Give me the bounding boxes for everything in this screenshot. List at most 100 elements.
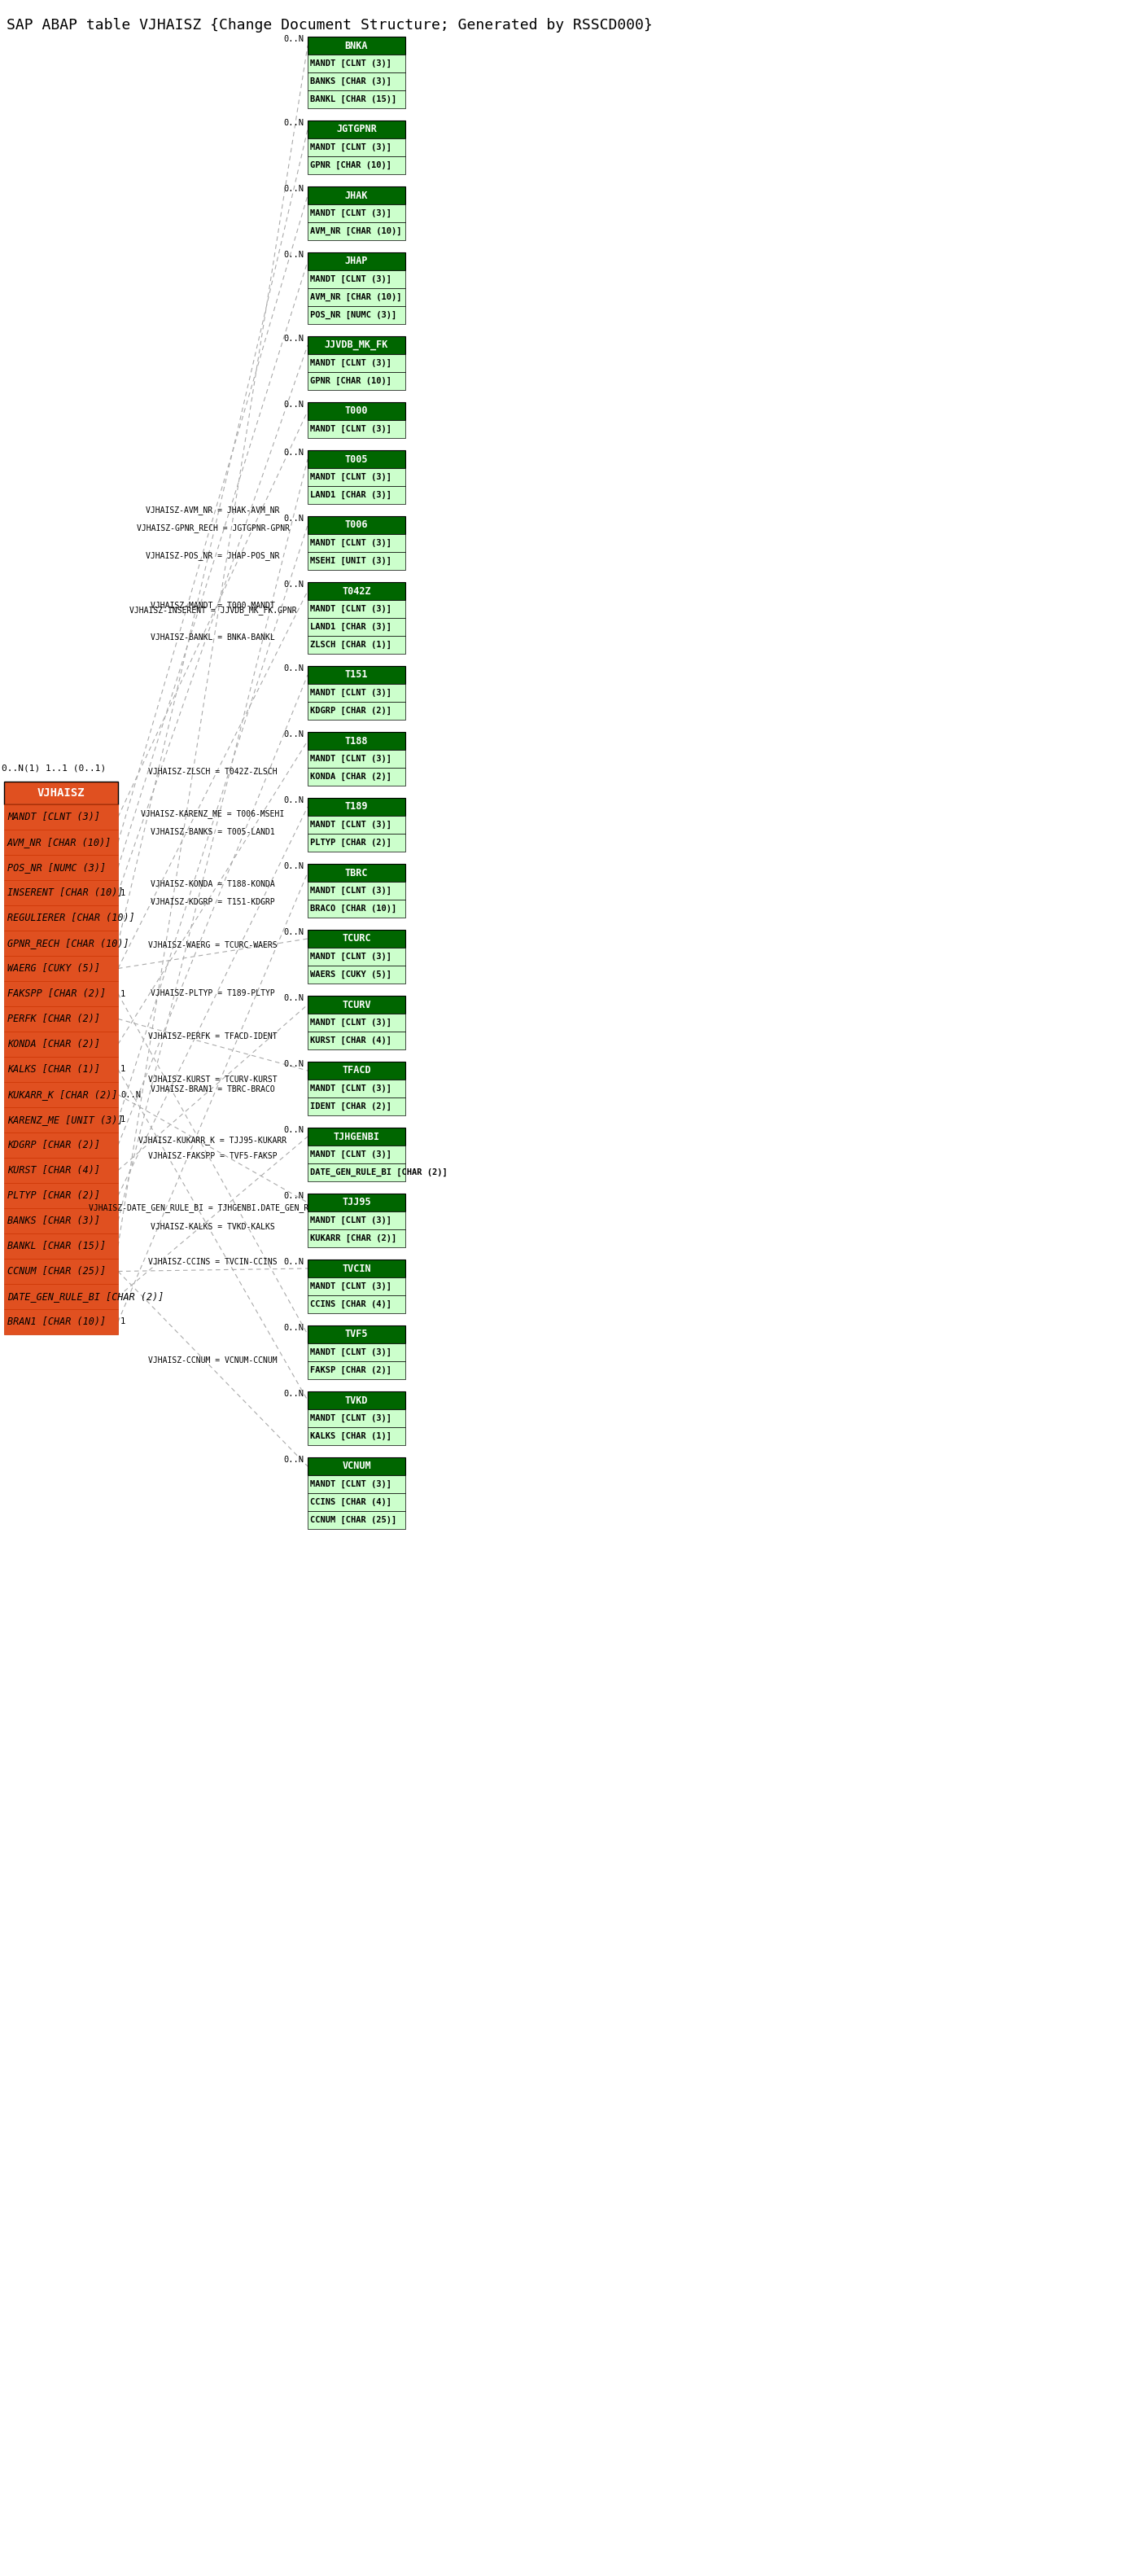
Text: 0..N: 0..N [283, 732, 304, 739]
Text: WAERS [CUKY (5)]: WAERS [CUKY (5)] [310, 971, 391, 979]
Bar [308, 487, 405, 505]
Text: DATE_GEN_RULE_BI [CHAR (2)]: DATE_GEN_RULE_BI [CHAR (2)] [7, 1291, 164, 1301]
Bar [308, 1327, 405, 1342]
Text: TVKD: TVKD [345, 1396, 368, 1406]
Bar [308, 582, 405, 600]
Bar [308, 1391, 405, 1409]
Bar [308, 337, 405, 353]
Text: AVM_NR [CHAR (10)]: AVM_NR [CHAR (10)] [7, 837, 111, 848]
Bar [5, 804, 118, 829]
Bar [308, 1427, 405, 1445]
Text: MANDT [CLNT (3)]: MANDT [CLNT (3)] [310, 144, 391, 152]
Text: KALKS [CHAR (1)]: KALKS [CHAR (1)] [310, 1432, 391, 1440]
Text: FAKSPP [CHAR (2)]: FAKSPP [CHAR (2)] [7, 989, 106, 999]
Text: BRAN1 [CHAR (10)]: BRAN1 [CHAR (10)] [7, 1316, 106, 1327]
Text: 0..N: 0..N [283, 1257, 304, 1265]
Bar [308, 683, 405, 701]
Text: VCNUM: VCNUM [342, 1461, 371, 1471]
Text: 0..N: 0..N [283, 580, 304, 590]
Text: PLTYP [CHAR (2)]: PLTYP [CHAR (2)] [7, 1190, 100, 1200]
Text: MANDT [CLNT (3)]: MANDT [CLNT (3)] [310, 886, 391, 894]
Text: VJHAISZ-DATE_GEN_RULE_BI = TJHGENBI.DATE_GEN_RULE_BI: VJHAISZ-DATE_GEN_RULE_BI = TJHGENBI.DATE… [89, 1203, 338, 1213]
Text: CCNUM [CHAR (25)]: CCNUM [CHAR (25)] [310, 1515, 397, 1525]
Text: KUKARR [CHAR (2)]: KUKARR [CHAR (2)] [310, 1234, 397, 1242]
Text: MANDT [CLNT (3)]: MANDT [CLNT (3)] [310, 755, 391, 762]
Text: 0..N: 0..N [283, 994, 304, 1002]
Bar [308, 799, 405, 817]
Bar [5, 1108, 118, 1133]
Bar [308, 469, 405, 487]
Text: MANDT [CLNT (3)]: MANDT [CLNT (3)] [310, 59, 391, 67]
Bar [5, 1082, 118, 1108]
Bar [308, 204, 405, 222]
Text: POS_NR [NUMC (3)]: POS_NR [NUMC (3)] [7, 863, 106, 873]
Text: VJHAISZ-KALKS = TVKD-KALKS: VJHAISZ-KALKS = TVKD-KALKS [151, 1224, 275, 1231]
Text: MANDT [CLNT (3)]: MANDT [CLNT (3)] [7, 811, 100, 822]
Text: 1: 1 [121, 889, 125, 896]
Text: MANDT [CLNT (3)]: MANDT [CLNT (3)] [310, 1084, 391, 1092]
Bar [5, 855, 118, 881]
Text: T006: T006 [345, 520, 368, 531]
Bar [308, 185, 405, 204]
Bar [308, 1030, 405, 1048]
Bar [308, 90, 405, 108]
Text: ZLSCH [CHAR (1)]: ZLSCH [CHAR (1)] [310, 641, 391, 649]
Text: TVF5: TVF5 [345, 1329, 368, 1340]
Text: JGTGPNR: JGTGPNR [337, 124, 376, 134]
Text: T042Z: T042Z [342, 585, 371, 598]
Text: VJHAISZ-GPNR_RECH = JGTGPNR-GPNR: VJHAISZ-GPNR_RECH = JGTGPNR-GPNR [136, 523, 289, 533]
Text: MANDT [CLNT (3)]: MANDT [CLNT (3)] [310, 688, 391, 698]
Bar [308, 1296, 405, 1314]
Text: BANKS [CHAR (3)]: BANKS [CHAR (3)] [7, 1216, 100, 1226]
Text: MANDT [CLNT (3)]: MANDT [CLNT (3)] [310, 953, 391, 961]
Text: 0..N: 0..N [283, 1455, 304, 1463]
Bar [5, 930, 118, 956]
Bar [308, 618, 405, 636]
Text: MANDT [CLNT (3)]: MANDT [CLNT (3)] [310, 1481, 391, 1489]
Text: 0..N(1) 1..1 (0..1): 0..N(1) 1..1 (0..1) [1, 762, 106, 773]
Bar [5, 781, 118, 804]
Text: VJHAISZ-BANKS = T005-LAND1: VJHAISZ-BANKS = T005-LAND1 [151, 827, 275, 837]
Text: T189: T189 [345, 801, 368, 811]
Bar [308, 948, 405, 966]
Bar [308, 353, 405, 371]
Text: BRACO [CHAR (10)]: BRACO [CHAR (10)] [310, 904, 397, 912]
Text: MANDT [CLNT (3)]: MANDT [CLNT (3)] [310, 1151, 391, 1159]
Bar [5, 881, 118, 904]
Text: VJHAISZ-POS_NR = JHAP-POS_NR: VJHAISZ-POS_NR = JHAP-POS_NR [146, 551, 280, 562]
Text: POS_NR [NUMC (3)]: POS_NR [NUMC (3)] [310, 312, 397, 319]
Bar [308, 139, 405, 157]
Bar [308, 307, 405, 325]
Bar [308, 551, 405, 569]
Bar [5, 956, 118, 981]
Bar [308, 1079, 405, 1097]
Bar [308, 899, 405, 917]
Text: JHAP: JHAP [345, 255, 368, 268]
Text: KDGRP [CHAR (2)]: KDGRP [CHAR (2)] [7, 1139, 100, 1151]
Text: VJHAISZ-KARENZ_ME = T006-MSEHI: VJHAISZ-KARENZ_ME = T006-MSEHI [141, 809, 284, 819]
Text: 0..N: 0..N [283, 1126, 304, 1133]
Text: TFACD: TFACD [342, 1066, 371, 1077]
Text: T005: T005 [345, 453, 368, 464]
Bar [308, 515, 405, 533]
Text: MANDT [CLNT (3)]: MANDT [CLNT (3)] [310, 1414, 391, 1422]
Bar [308, 817, 405, 835]
Text: MANDT [CLNT (3)]: MANDT [CLNT (3)] [310, 1347, 391, 1358]
Bar [308, 1260, 405, 1278]
Bar [308, 157, 405, 175]
Text: MANDT [CLNT (3)]: MANDT [CLNT (3)] [310, 209, 391, 216]
Bar [308, 732, 405, 750]
Bar [308, 1409, 405, 1427]
Bar [308, 54, 405, 72]
Bar [5, 1208, 118, 1234]
Text: BANKL [CHAR (15)]: BANKL [CHAR (15)] [310, 95, 397, 103]
Text: 0..N: 0..N [283, 36, 304, 44]
Text: MANDT [CLNT (3)]: MANDT [CLNT (3)] [310, 474, 391, 482]
Bar [308, 636, 405, 654]
Text: KONDA [CHAR (2)]: KONDA [CHAR (2)] [7, 1038, 100, 1048]
Text: VJHAISZ-BANKL = BNKA-BANKL: VJHAISZ-BANKL = BNKA-BANKL [151, 634, 275, 641]
Bar [308, 835, 405, 853]
Bar [308, 966, 405, 984]
Text: GPNR [CHAR (10)]: GPNR [CHAR (10)] [310, 162, 391, 170]
Bar [308, 121, 405, 139]
